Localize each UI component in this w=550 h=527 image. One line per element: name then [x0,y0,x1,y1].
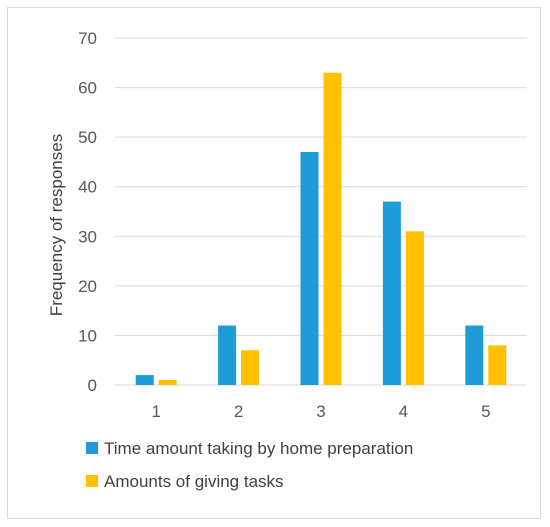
chart-frame [7,7,541,519]
bar-series2-cat-1 [158,380,177,385]
y-tick-label: 50 [78,128,97,147]
y-tick-label: 70 [78,29,97,48]
bar-series1-cat-1 [135,375,154,385]
y-axis-title: Frequency of responses [47,134,66,316]
y-tick-labels: 0 10 20 30 40 50 60 70 [78,29,97,395]
x-tick-labels: 1 2 3 4 5 [151,402,490,421]
bar-series2-cat-5 [488,345,507,385]
bar-series1-cat-5 [465,325,484,385]
y-tick-label: 60 [78,79,97,98]
bar-series1-cat-2 [218,325,237,385]
y-tick-label: 30 [78,227,97,246]
legend: Time amount taking by home preparation Am… [86,439,413,491]
bar-series2-cat-2 [241,350,260,385]
bar-series1-cat-4 [382,201,401,385]
bar-series2-cat-3 [323,72,342,385]
y-tick-label: 10 [78,326,97,345]
x-tick-label: 1 [151,402,160,421]
x-tick-label: 5 [481,402,490,421]
x-tick-label: 2 [234,402,243,421]
legend-swatch-1 [86,442,98,454]
bar-series2-cat-4 [405,231,424,385]
bars [135,72,507,385]
legend-swatch-2 [86,475,98,487]
legend-label-2: Amounts of giving tasks [104,472,284,491]
y-tick-label: 0 [88,376,97,395]
gridlines [115,37,527,386]
x-tick-label: 3 [316,402,325,421]
y-tick-label: 20 [78,277,97,296]
legend-label-1: Time amount taking by home preparation [104,439,413,458]
bar-series1-cat-3 [300,152,319,385]
x-tick-label: 4 [399,402,408,421]
y-tick-label: 40 [78,178,97,197]
